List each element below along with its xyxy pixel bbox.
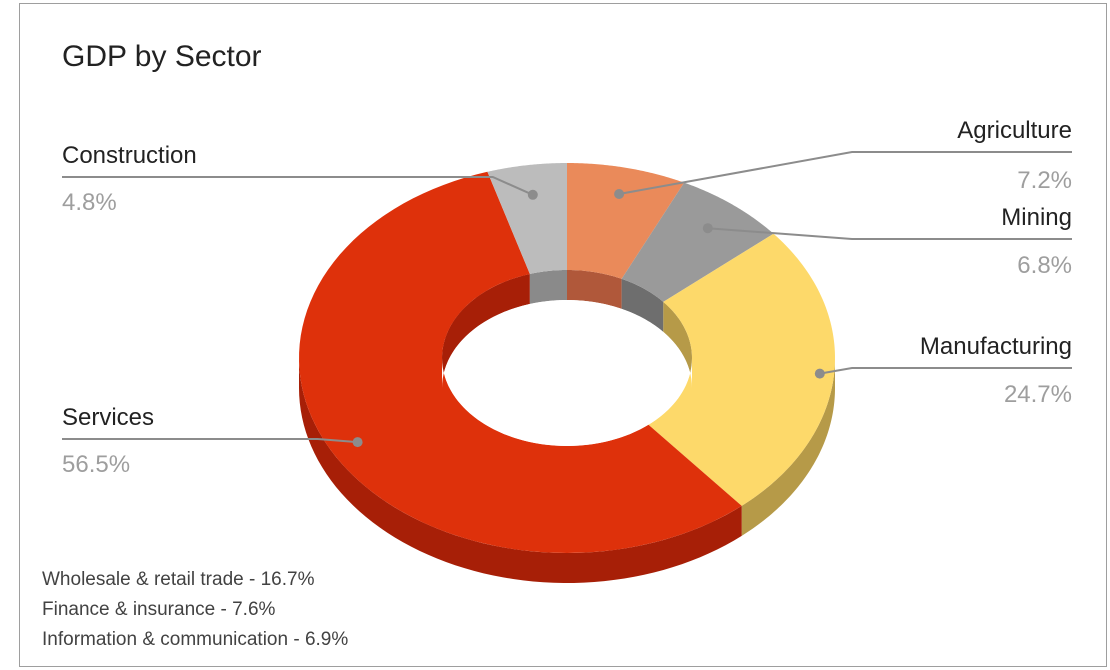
slice-manufacturing bbox=[648, 233, 835, 506]
value-label-services: 56.5% bbox=[62, 451, 130, 478]
label-mining: Mining bbox=[1001, 204, 1072, 231]
value-label-agriculture: 7.2% bbox=[1017, 167, 1072, 194]
hole-wall-mining bbox=[621, 278, 664, 332]
value-label-manufacturing: 24.7% bbox=[1004, 381, 1072, 408]
annotation-wholesale: Wholesale & retail trade - 16.7% bbox=[42, 569, 315, 590]
value-label-mining: 6.8% bbox=[1017, 252, 1072, 279]
label-services: Services bbox=[62, 404, 154, 431]
services-breakdown: Wholesale & retail trade - 16.7% Finance… bbox=[42, 565, 348, 655]
leader-construction bbox=[62, 176, 534, 196]
hole-wall-services bbox=[442, 273, 530, 388]
hole-wall-construction bbox=[529, 270, 567, 304]
slice-construction bbox=[487, 163, 567, 274]
leader-agriculture bbox=[618, 151, 1072, 195]
leader-mining bbox=[707, 227, 1072, 240]
leader-dot-manufacturing bbox=[814, 368, 825, 379]
label-manufacturing: Manufacturing bbox=[920, 333, 1072, 360]
value-label-construction: 4.8% bbox=[62, 189, 117, 216]
leader-dot-mining bbox=[702, 223, 713, 234]
annotation-information: Information & communication - 6.9% bbox=[42, 629, 349, 650]
annotation-finance: Finance & insurance - 7.6% bbox=[42, 599, 276, 620]
donut-hole bbox=[442, 300, 692, 446]
leader-manufacturing bbox=[819, 367, 1072, 375]
side-manufacturing bbox=[741, 358, 835, 536]
slice-agriculture bbox=[567, 163, 685, 279]
leader-services bbox=[62, 438, 358, 444]
leader-dot-agriculture bbox=[614, 189, 625, 199]
leader-dot-services bbox=[352, 437, 363, 448]
slice-mining bbox=[621, 182, 774, 302]
label-agriculture: Agriculture bbox=[957, 117, 1072, 144]
side-services bbox=[299, 358, 742, 583]
hole-wall-manufacturing bbox=[663, 301, 692, 388]
label-construction: Construction bbox=[62, 142, 197, 169]
hole-wall-agriculture bbox=[567, 270, 622, 309]
chart-title: GDP by Sector bbox=[62, 40, 262, 73]
slice-services bbox=[299, 171, 742, 554]
leader-dot-construction bbox=[527, 189, 538, 200]
